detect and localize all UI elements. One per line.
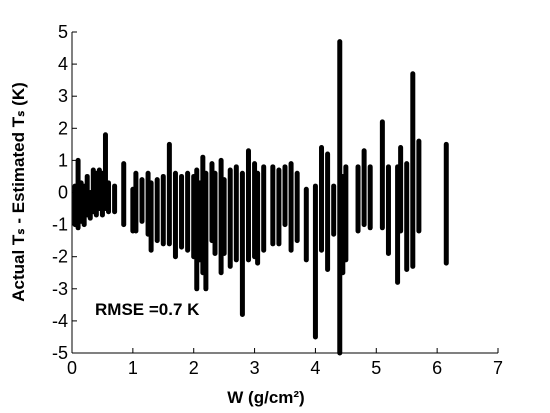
x-tick-label: 5 — [371, 358, 381, 378]
x-tick-label: 4 — [310, 358, 320, 378]
x-tick-label: 6 — [432, 358, 442, 378]
y-axis-label: Actual Tₛ - Estimated Tₛ (K) — [9, 82, 28, 302]
x-tick-label: 0 — [67, 358, 77, 378]
annotation: RMSE =0.7 K — [95, 300, 200, 319]
y-tick-label: 2 — [58, 118, 68, 138]
y-tick-label: -1 — [52, 215, 68, 235]
x-tick-label: 1 — [128, 358, 138, 378]
x-tick-label: 2 — [189, 358, 199, 378]
x-tick-label: 3 — [250, 358, 260, 378]
y-tick-label: 5 — [58, 22, 68, 42]
y-tick-label: -4 — [52, 311, 68, 331]
y-tick-label: -3 — [52, 279, 68, 299]
y-tick-label: -5 — [52, 343, 68, 363]
y-tick-label: 4 — [58, 54, 68, 74]
y-tick-label: 1 — [58, 150, 68, 170]
y-tick-label: 3 — [58, 86, 68, 106]
x-tick-label: 7 — [493, 358, 503, 378]
y-tick-label: 0 — [58, 183, 68, 203]
y-tick-label: -2 — [52, 247, 68, 267]
x-axis-label: W (g/cm²) — [227, 388, 304, 407]
